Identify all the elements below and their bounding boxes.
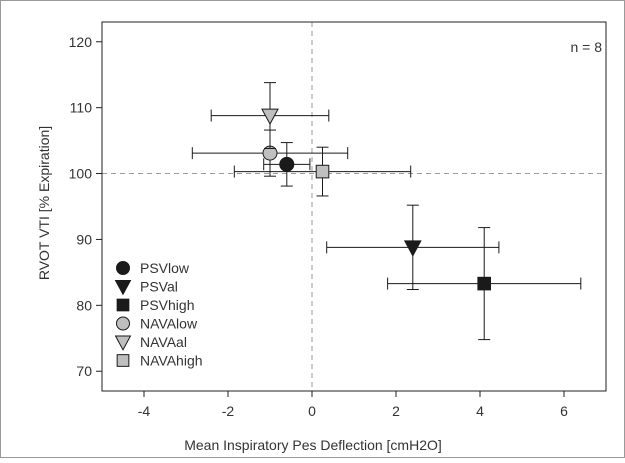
series-psval [326, 204, 500, 291]
legend-marker-navalow [116, 316, 130, 331]
data-point-psval [403, 240, 422, 257]
y-axis-label: RVOT VTI [% Expiration] [36, 126, 52, 280]
legend-label: PSVhigh [140, 297, 194, 313]
sample-size-annotation: n = 8 [570, 39, 602, 55]
legend-item-psvhigh: PSVhigh [116, 297, 194, 313]
legend: PSVlow PSVal PSVhigh NAVAlow NAVAal NAVAhigh [114, 260, 203, 369]
x-tick-label: -2 [222, 403, 235, 419]
legend-label: PSVal [140, 279, 178, 295]
data-point-navahigh [315, 164, 330, 179]
series-navahigh [233, 146, 412, 197]
y-tick-label: 90 [76, 231, 92, 247]
legend-item-navaal: NAVAal [114, 334, 187, 351]
x-tick-label: 4 [476, 403, 484, 419]
x-tick-label: 2 [392, 403, 400, 419]
legend-marker-navaal [114, 335, 132, 351]
legend-marker-psvlow [116, 261, 130, 275]
series-navaal [210, 82, 330, 150]
series-navalow [191, 129, 349, 177]
x-tick-label: 6 [560, 403, 568, 419]
y-tick-label: 80 [76, 297, 92, 313]
legend-label: NAVAlow [140, 316, 198, 332]
data-point-psvhigh [477, 276, 491, 291]
legend-label: PSVlow [140, 260, 190, 276]
legend-item-navahigh: NAVAhigh [116, 353, 203, 369]
series-psvlow [263, 142, 311, 187]
legend-label: NAVAal [140, 334, 187, 350]
plot-area [101, 21, 607, 392]
legend-item-psvlow: PSVlow [116, 260, 190, 276]
legend-marker-navahigh [116, 354, 130, 367]
legend-marker-psvhigh [116, 298, 130, 312]
x-tick-label: -4 [138, 403, 151, 419]
y-tick-label: 70 [76, 363, 92, 379]
y-tick-label: 110 [70, 100, 93, 116]
legend-item-psval: PSVal [114, 279, 178, 296]
x-axis-label: Mean Inspiratory Pes Deflection [cmH2O] [184, 437, 442, 453]
x-tick-label: 0 [308, 403, 316, 419]
y-tick-label: 120 [69, 34, 93, 50]
legend-label: NAVAhigh [140, 353, 203, 369]
y-tick-label: 100 [69, 166, 93, 182]
data-point-navaal [261, 108, 279, 126]
data-layer [191, 82, 582, 341]
reference-lines [102, 22, 606, 391]
y-axis: 70 80 90 100 110 120 [69, 34, 102, 379]
legend-marker-psval [114, 280, 132, 296]
series-psvhigh [387, 227, 582, 341]
x-axis: -4 -2 0 2 4 6 [138, 391, 568, 419]
data-point-psvlow [279, 156, 295, 172]
legend-item-navalow: NAVAlow [116, 316, 198, 332]
